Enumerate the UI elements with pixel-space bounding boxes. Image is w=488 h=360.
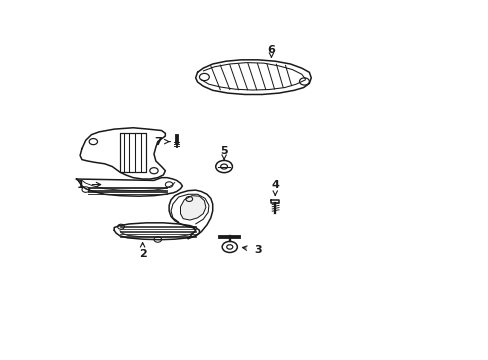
Text: 3: 3 bbox=[254, 245, 262, 255]
Polygon shape bbox=[180, 195, 205, 220]
Text: 1: 1 bbox=[76, 180, 84, 190]
Text: 4: 4 bbox=[271, 180, 279, 190]
Polygon shape bbox=[195, 60, 311, 94]
Text: 5: 5 bbox=[220, 146, 227, 156]
Text: 6: 6 bbox=[267, 45, 275, 55]
Polygon shape bbox=[76, 177, 182, 196]
Polygon shape bbox=[270, 200, 279, 203]
Polygon shape bbox=[80, 128, 165, 179]
Text: 2: 2 bbox=[139, 249, 146, 259]
Polygon shape bbox=[169, 190, 212, 239]
Polygon shape bbox=[114, 223, 199, 240]
Text: 7: 7 bbox=[154, 136, 162, 147]
